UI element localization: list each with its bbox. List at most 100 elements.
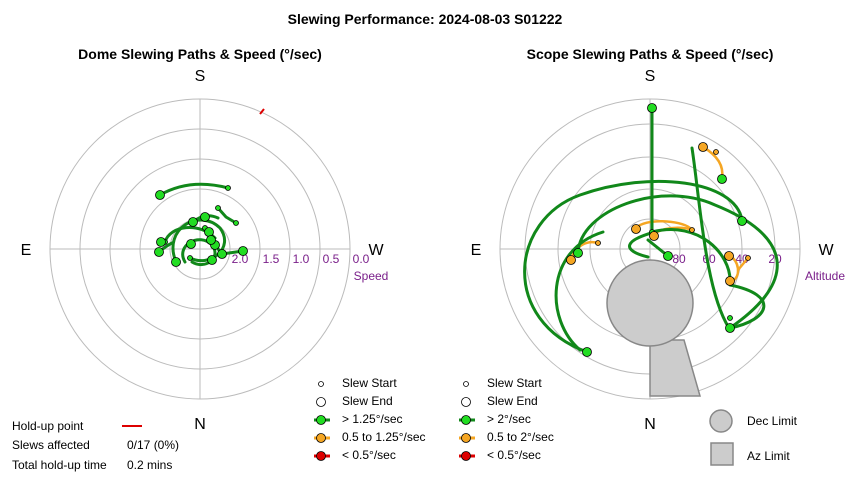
legend-fast-swatch [461,415,471,425]
scope-slew-end-marker [725,276,735,286]
scope-slew-end-marker [717,174,727,184]
legend-slew-start-label: Slew Start [342,376,397,390]
scope-radial-tick: 80 [672,252,686,266]
scope-slew-start-marker [689,227,695,233]
dome-slew-end-marker [217,249,227,259]
scope-axis-name: Altitude [805,269,845,283]
scope-slew-end-marker [566,255,576,265]
legend-medium-label: 0.5 to 1.25°/sec [342,430,426,444]
scope-polar-chart: Scope Slewing Paths & Speed (°/sec) S N … [471,46,846,433]
scope-slew-start-marker [595,240,601,246]
scope-slew-path-fast [523,179,744,354]
scope-slew-path-medium [701,145,724,180]
dome-chart-title: Dome Slewing Paths & Speed (°/sec) [78,46,322,62]
dome-slew-end-marker [207,255,217,265]
dome-grid [49,98,351,400]
dome-slew-end-marker [171,257,181,267]
scope-slew-path-fast [554,230,605,352]
scope-slew-start-marker [745,255,751,261]
scope-compass-w: W [818,242,834,259]
dome-slew-start-marker [187,255,193,261]
legend-slew-start-swatch [318,381,324,387]
holdup-info: Hold-up point Slews affected 0/17 (0%) T… [12,419,179,472]
legend-az-limit-swatch [710,442,734,466]
scope-compass-n: N [644,416,656,433]
dome-legend: Slew Start Slew End > 1.25°/sec 0.5 to 1… [314,376,426,462]
legend-medium-swatch [316,433,326,443]
figure-title: Slewing Performance: 2024-08-03 S01222 [288,11,563,27]
legend-fast-swatch [316,415,326,425]
legend-slew-end-label: Slew End [342,394,393,408]
scope-slew-path-fast [628,230,657,259]
dome-slew-end-marker [156,237,166,247]
dome-slew-end-marker [206,235,216,245]
scope-medium-paths [569,145,750,282]
dome-compass-e: E [21,242,32,259]
scope-slew-end-marker [663,251,673,261]
scope-compass-s: S [645,68,656,85]
legend-slew-start-swatch [463,381,469,387]
scope-fast-paths [523,105,779,354]
legend-slow-label: < 0.5°/sec [342,448,396,462]
dome-radial-tick: 1.0 [293,252,310,266]
scope-slew-end-marker [698,142,708,152]
scope-slew-end-marker [582,347,592,357]
legend-slew-start-label: Slew Start [487,376,542,390]
legend-slow-swatch [316,451,326,461]
legend-slew-end-swatch [316,397,326,407]
dome-compass-w: W [368,242,384,259]
legend-slew-end-swatch [461,397,471,407]
scope-slew-end-marker [724,251,734,261]
scope-slew-starts [595,149,751,321]
dome-slew-end-marker [188,217,198,227]
legend-medium-label: 0.5 to 2°/sec [487,430,554,444]
legend-dec-limit-label: Dec Limit [747,414,798,428]
legend-fast-label: > 2°/sec [487,412,531,426]
dome-radial-tick: 1.5 [263,252,280,266]
scope-slew-start-marker [727,315,733,321]
dome-slew-end-marker [154,247,164,257]
total-holdup-value: 0.2 mins [127,458,172,472]
legend-slow-swatch [461,451,471,461]
scope-slew-end-marker [737,216,747,226]
dome-polar-chart: Dome Slewing Paths & Speed (°/sec) S N E… [21,46,389,433]
scope-az-limit-zone [649,339,701,397]
dome-slew-path [216,206,238,225]
dome-slew-start-marker [233,220,239,226]
scope-legend: Slew Start Slew End > 2°/sec 0.5 to 2°/s… [459,376,554,462]
legend-slew-end-label: Slew End [487,394,538,408]
dome-slew-start-marker [225,185,231,191]
dome-compass-n: N [194,416,206,433]
dome-slew-end-marker [200,212,210,222]
scope-limit-zones [606,259,701,397]
holdup-point-label: Hold-up point [12,419,84,433]
scope-chart-title: Scope Slewing Paths & Speed (°/sec) [527,46,774,62]
legend-az-limit-label: Az Limit [747,449,790,463]
dome-radial-tick: 0.5 [323,252,340,266]
legend-dec-limit-swatch [709,409,733,433]
dome-holdup-mark [259,108,265,115]
scope-slew-path-fast [650,228,732,282]
scope-slew-end-marker [649,231,659,241]
slews-affected-label: Slews affected [12,438,90,452]
total-holdup-label: Total hold-up time [12,458,107,472]
scope-slew-ends [566,103,747,357]
scope-slew-end-marker [647,103,657,113]
dome-slew-start-marker [215,205,221,211]
legend-fast-label: > 1.25°/sec [342,412,403,426]
slews-affected-value: 0/17 (0%) [127,438,179,452]
scope-slew-end-marker [631,224,641,234]
legend-slow-label: < 0.5°/sec [487,448,541,462]
scope-compass-e: E [471,242,482,259]
dome-slew-end-marker [204,227,214,237]
dome-slew-path [158,182,230,197]
scope-slew-path-fast [690,146,731,330]
legend-medium-swatch [461,433,471,443]
dome-slew-end-marker [155,190,165,200]
scope-slew-end-marker [725,323,735,333]
scope-slew-start-marker [713,149,719,155]
dome-slew-end-marker [238,246,248,256]
scope-slew-end-marker [573,248,583,258]
limits-legend: Dec Limit Az Limit [709,409,798,466]
